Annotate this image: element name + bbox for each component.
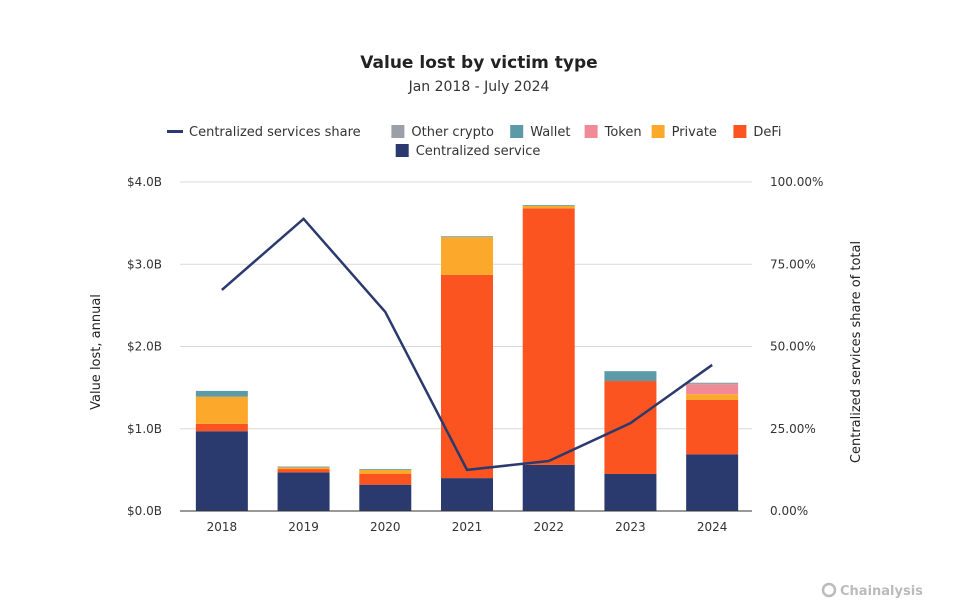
bar-segment [604,371,657,382]
bar-segment [277,467,330,470]
legend: Centralized services share Other crypto Wa… [167,125,782,159]
bar-segment [441,274,493,479]
legend-swatch [733,125,747,138]
chart-subtitle: Jan 2018 - July 2024 [408,79,550,95]
bar-segment [604,381,657,474]
chainalysis-logo: Chainalysis [821,582,923,599]
y-axis-label: Value lost, annual [89,294,104,410]
legend-label: Private [672,125,717,140]
bar-segment [441,236,493,238]
y-tick-label: $2.0B [127,340,162,354]
y2-tick-label: 50.00% [770,340,816,354]
x-tick-label: 2018 [207,520,238,534]
bar-segment [522,464,575,511]
legend-label: Wallet [530,125,570,140]
bar-segment [604,473,657,511]
bar-segment [686,454,739,511]
bar-segment [522,205,575,209]
y-tick-label: $4.0B [127,175,162,189]
legend-label: Other crypto [411,125,494,140]
bar-segment [522,208,575,465]
bar-segment [522,205,575,206]
legend-label: DeFi [753,125,781,140]
bar-segment [686,394,739,400]
x-tick-label: 2023 [615,520,646,534]
bar-segment [441,237,493,275]
y2-tick-label: 75.00% [770,257,816,271]
y-tick-label: $1.0B [127,422,162,436]
legend-swatch [510,125,524,138]
legend-label: Centralized service [416,144,541,159]
legend-swatch [391,125,405,138]
bar-segment [359,484,412,511]
legend-label: Token [604,125,642,140]
bar-segment [195,431,248,511]
chart-title: Value lost by victim type [360,53,597,73]
bar-segment [359,473,412,485]
bar-segment [195,396,248,424]
bar-segment [359,469,412,470]
legend-swatch [395,144,409,157]
legend-line-swatch [167,130,183,133]
share-line [221,217,713,472]
y-tick-label: $3.0B [127,257,162,271]
bar-segment [441,478,493,511]
legend-label: Centralized services share [189,125,361,140]
y-tick-label: $0.0B [127,504,162,518]
bar-segment [686,382,739,385]
x-tick-label: 2019 [288,520,319,534]
bar-segment [277,472,330,511]
y2-tick-label: 100.00% [770,175,823,189]
x-tick-label: 2022 [533,520,564,534]
bar-segment [686,384,739,395]
y2-tick-label: 0.00% [770,504,808,518]
bar-segment [195,423,248,432]
bar-segment [195,390,248,397]
x-tick-label: 2020 [370,520,401,534]
bar-segment [686,399,739,455]
x-tick-label: 2021 [452,520,483,534]
legend-swatch [651,125,665,138]
watermark-text: Chainalysis [840,584,923,599]
legend-swatch [584,125,598,138]
y2-axis-label: Centralized services share of total [849,241,864,463]
bar-segment [359,469,412,474]
y2-tick-label: 25.00% [770,422,816,436]
bar-segment [277,466,330,468]
x-tick-label: 2024 [697,520,728,534]
bar-segment [277,469,330,473]
